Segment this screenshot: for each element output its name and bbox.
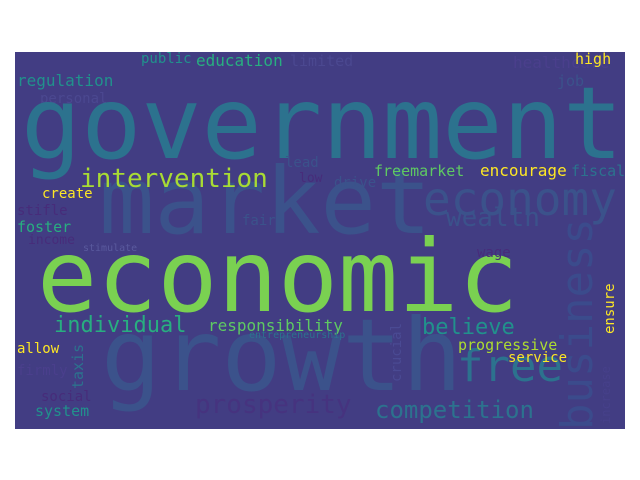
word-wealth: wealth bbox=[446, 203, 540, 233]
word-freemarket: freemarket bbox=[374, 162, 465, 180]
word-entrepreneurship: entrepreneurship bbox=[249, 330, 346, 341]
word-growth: growth bbox=[101, 297, 463, 414]
word-create: create bbox=[42, 186, 93, 202]
word-job: job bbox=[557, 72, 585, 90]
word-allow: allow bbox=[17, 341, 60, 357]
word-social: social bbox=[41, 389, 92, 405]
word-economy: economy bbox=[423, 172, 617, 226]
word-firmly: firmly bbox=[17, 363, 68, 379]
word-increase: increase bbox=[599, 366, 613, 424]
word-encourage: encourage bbox=[480, 161, 567, 180]
word-prosperity: prosperity bbox=[195, 390, 352, 420]
word-taxis: taxis bbox=[69, 343, 87, 389]
word-stifle: stifle bbox=[17, 203, 68, 219]
word-cloud: economy prosperity healthcare limited pe… bbox=[15, 52, 625, 429]
word-personal: personal bbox=[40, 91, 108, 107]
word-limited: limited bbox=[290, 52, 354, 70]
word-regulation: regulation bbox=[17, 71, 114, 90]
word-economic: economic bbox=[37, 218, 519, 335]
word-fair: fair bbox=[242, 213, 276, 229]
word-foster: foster bbox=[17, 218, 72, 236]
word-high: high bbox=[575, 52, 612, 68]
word-fiscal: fiscal bbox=[571, 162, 625, 180]
word-lead: lead bbox=[285, 155, 319, 171]
word-income: income bbox=[28, 233, 75, 248]
word-service: service bbox=[508, 350, 568, 366]
word-low: low bbox=[299, 171, 323, 186]
word-progressive: progressive bbox=[458, 336, 558, 354]
word-business: business bbox=[552, 218, 603, 429]
word-wage: wage bbox=[477, 245, 511, 261]
word-education: education bbox=[196, 52, 283, 70]
word-stimulate: stimulate bbox=[83, 243, 138, 254]
word-responsibility: responsibility bbox=[208, 316, 343, 335]
word-drive: drive bbox=[334, 175, 377, 191]
word-market: market bbox=[99, 148, 432, 255]
word-healthcare: healthcare bbox=[513, 53, 610, 72]
word-intervention: intervention bbox=[80, 164, 268, 194]
word-system: system bbox=[35, 402, 90, 420]
word-individual: individual bbox=[54, 313, 187, 338]
word-free: free bbox=[457, 341, 563, 392]
word-public: public bbox=[141, 52, 192, 67]
word-government: government bbox=[21, 65, 624, 182]
word-believe: believe bbox=[422, 315, 515, 340]
word-competition: competition bbox=[375, 396, 534, 424]
word-ensure: ensure bbox=[602, 283, 618, 334]
